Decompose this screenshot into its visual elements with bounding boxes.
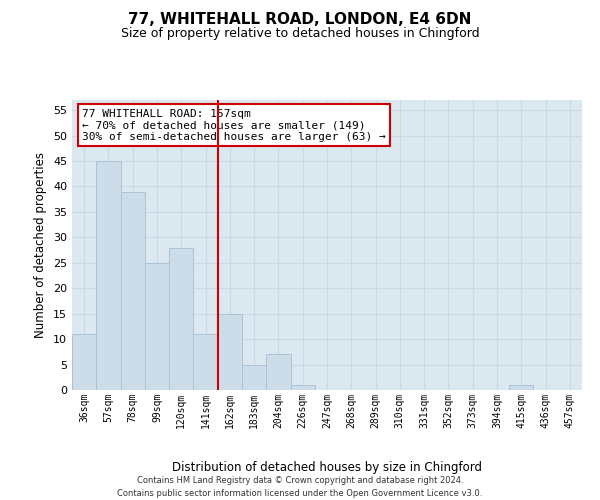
Bar	[509, 385, 533, 390]
Text: 77, WHITEHALL ROAD, LONDON, E4 6DN: 77, WHITEHALL ROAD, LONDON, E4 6DN	[128, 12, 472, 28]
Bar	[242, 364, 266, 390]
Bar	[266, 354, 290, 390]
Bar	[218, 314, 242, 390]
Bar	[96, 161, 121, 390]
Bar	[145, 263, 169, 390]
Text: Contains HM Land Registry data © Crown copyright and database right 2024.
Contai: Contains HM Land Registry data © Crown c…	[118, 476, 482, 498]
Bar	[121, 192, 145, 390]
Y-axis label: Number of detached properties: Number of detached properties	[34, 152, 47, 338]
Bar	[169, 248, 193, 390]
Bar	[72, 334, 96, 390]
Text: Size of property relative to detached houses in Chingford: Size of property relative to detached ho…	[121, 28, 479, 40]
Text: 77 WHITEHALL ROAD: 157sqm
← 70% of detached houses are smaller (149)
30% of semi: 77 WHITEHALL ROAD: 157sqm ← 70% of detac…	[82, 108, 386, 142]
Bar	[290, 385, 315, 390]
Text: Distribution of detached houses by size in Chingford: Distribution of detached houses by size …	[172, 461, 482, 474]
Bar	[193, 334, 218, 390]
